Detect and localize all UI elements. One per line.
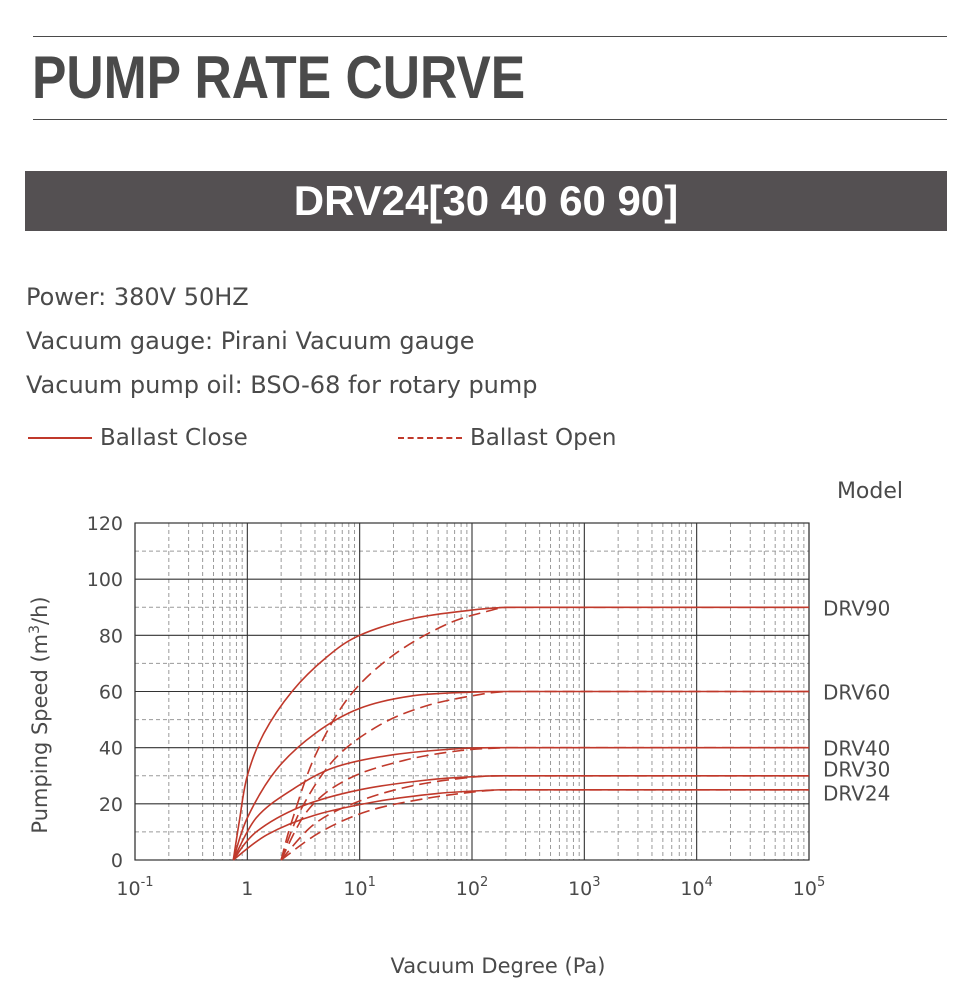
series-drv90-ballast-open: [280, 606, 809, 861]
model-label-drv30: DRV30: [823, 758, 890, 782]
x-tick-label: 101: [343, 875, 375, 900]
legend-ballast-close: Ballast Close: [28, 423, 248, 453]
legend-ballast-open: Ballast Open: [398, 423, 617, 453]
x-tick-label: 103: [568, 875, 600, 900]
x-tick-label: 10-1: [116, 875, 153, 900]
model-column-label: Model: [837, 479, 903, 504]
series-drv60-ballast-open: [280, 690, 809, 861]
y-tick-label: 60: [99, 682, 123, 704]
legend-ballast-open-label: Ballast Open: [470, 425, 617, 451]
y-tick-label: 120: [87, 513, 123, 535]
x-tick-label: 104: [680, 875, 712, 900]
x-tick-label: 105: [793, 875, 825, 900]
series-drv40-ballast-close: [232, 746, 809, 861]
model-banner: DRV24[30 40 60 90]: [25, 171, 947, 231]
y-tick-label: 20: [99, 794, 123, 816]
spec-gauge: Vacuum gauge: Pirani Vacuum gauge: [26, 327, 475, 355]
title-underline: [33, 119, 947, 120]
y-tick-label: 0: [111, 850, 123, 872]
x-tick-label: 1: [241, 878, 253, 900]
y-tick-label: 80: [99, 625, 123, 647]
legend-dashed-line-swatch: [398, 437, 462, 439]
x-axis-title: Vacuum Degree (Pa): [391, 954, 606, 978]
model-label-drv90: DRV90: [823, 596, 890, 620]
y-axis-title: Pumping Speed (m3/h): [27, 596, 52, 833]
model-label-drv24: DRV24: [823, 782, 890, 806]
page-title: PUMP RATE CURVE: [32, 44, 526, 111]
series-drv24-ballast-open: [280, 789, 809, 861]
legend-ballast-close-label: Ballast Close: [100, 425, 248, 451]
series-drv60-ballast-close: [232, 690, 809, 861]
series-drv40-ballast-open: [280, 746, 809, 861]
x-tick-label: 102: [456, 875, 488, 900]
model-label-drv40: DRV40: [823, 737, 890, 761]
series-drv30-ballast-close: [232, 774, 809, 861]
series-drv30-ballast-open: [280, 775, 809, 861]
model-banner-text: DRV24[30 40 60 90]: [293, 177, 679, 224]
series-drv90-ballast-close: [232, 606, 809, 861]
spec-power: Power: 380V 50HZ: [26, 283, 249, 311]
y-tick-label: 40: [99, 738, 123, 760]
model-label-drv60: DRV60: [823, 681, 890, 705]
legend-solid-line-swatch: [28, 437, 92, 439]
top-rule: [33, 36, 947, 37]
spec-oil: Vacuum pump oil: BSO-68 for rotary pump: [26, 371, 538, 399]
y-tick-label: 100: [87, 569, 123, 591]
